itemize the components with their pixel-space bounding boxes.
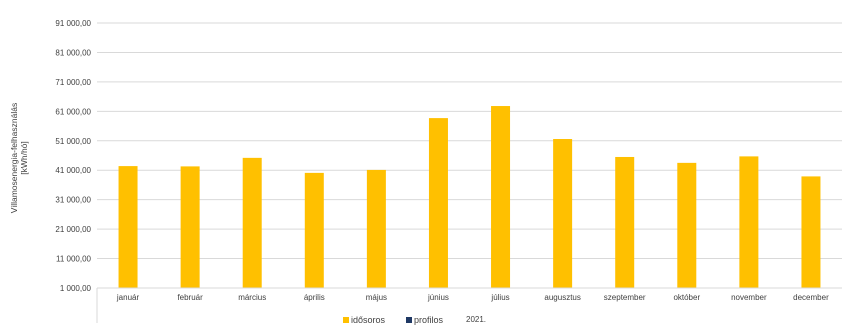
x-tick-label: július [490, 293, 509, 302]
bar-május [366, 169, 386, 288]
legend-swatch [406, 317, 412, 323]
y-tick-label: 61 000,00 [55, 107, 91, 116]
gridlines [97, 22, 842, 260]
y-tick-label: 1 000,00 [60, 284, 92, 293]
legend: idősoros profilos [343, 315, 444, 325]
y-tick-label: 91 000,00 [55, 19, 91, 28]
bar-április [304, 172, 324, 288]
x-tick-label: szeptember [604, 293, 646, 302]
x-axis-category-labels: január február március április május június jú… [116, 293, 829, 302]
y-tick-label: 51 000,00 [55, 137, 91, 146]
x-tick-label: április [304, 293, 325, 302]
y-axis-tick-labels: 1 000,00 11 000,00 21 000,00 31 000,00 41 00… [55, 19, 91, 293]
bar-november [739, 156, 759, 288]
bar-augusztus [553, 139, 573, 288]
x-tick-label: november [731, 293, 767, 302]
x-tick-label: május [366, 293, 387, 302]
x-tick-label: október [673, 293, 700, 302]
x-tick-label: március [238, 293, 266, 302]
y-tick-label: 71 000,00 [55, 78, 91, 87]
bar-március [242, 157, 262, 288]
y-axis-title: Villamosenergia-felhasználás[kWh/hó] [9, 103, 29, 213]
x-tick-label: június [427, 293, 449, 302]
y-tick-label: 21 000,00 [55, 225, 91, 234]
bar-series [118, 106, 821, 289]
bar-december [801, 176, 821, 288]
y-tick-label: 31 000,00 [55, 196, 91, 205]
bar-július [491, 106, 511, 289]
y-tick-label: 11 000,00 [56, 255, 92, 264]
y-tick-label: 81 000,00 [55, 48, 91, 57]
x-tick-label: január [116, 293, 140, 302]
bar-szeptember [615, 156, 635, 288]
y-tick-label: 41 000,00 [55, 166, 91, 175]
legend-label: idősoros [351, 315, 386, 325]
x-tick-label: augusztus [544, 293, 580, 302]
x-tick-label: december [793, 293, 829, 302]
x-tick-label: február [177, 293, 203, 302]
bar-február [180, 166, 200, 288]
legend-item-profilos: profilos [406, 315, 444, 325]
bar-október [677, 162, 697, 288]
x-axis-title: 2021. [466, 315, 486, 324]
legend-item-idosoros: idősoros [343, 315, 386, 325]
bar-június [428, 118, 448, 288]
legend-label: profilos [414, 315, 444, 325]
legend-swatch [343, 317, 349, 323]
bar-január [118, 166, 138, 288]
